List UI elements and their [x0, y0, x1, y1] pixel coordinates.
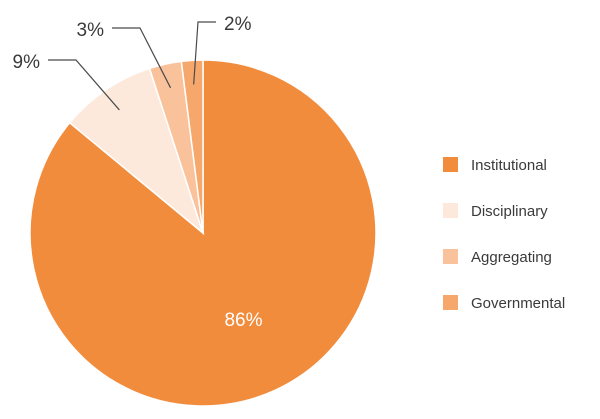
data-label-institutional: 86%	[224, 310, 262, 331]
legend-aggregating: Aggregating	[443, 249, 552, 266]
legend-institutional: Institutional	[443, 157, 547, 174]
legend-governmental-label: Governmental	[471, 295, 565, 312]
data-label-disciplinary: 9%	[13, 52, 41, 73]
legend-governmental-swatch	[443, 295, 458, 310]
slice-governmental	[180, 59, 204, 234]
leader-governmental	[193, 21, 216, 85]
data-label-aggregating: 3%	[77, 20, 105, 41]
leader-aggregating	[112, 27, 172, 89]
legend-institutional-swatch	[443, 157, 458, 172]
legend-institutional-label: Institutional	[471, 157, 547, 174]
legend-aggregating-swatch	[443, 249, 458, 264]
legend-disciplinary-label: Disciplinary	[471, 203, 548, 220]
legend-aggregating-label: Aggregating	[471, 249, 552, 266]
legend-governmental: Governmental	[443, 295, 565, 312]
data-label-governmental: 2%	[224, 14, 252, 35]
legend-disciplinary: Disciplinary	[443, 203, 548, 220]
legend-disciplinary-swatch	[443, 203, 458, 218]
slice-disciplinary	[68, 67, 205, 236]
leader-disciplinary	[48, 59, 120, 111]
